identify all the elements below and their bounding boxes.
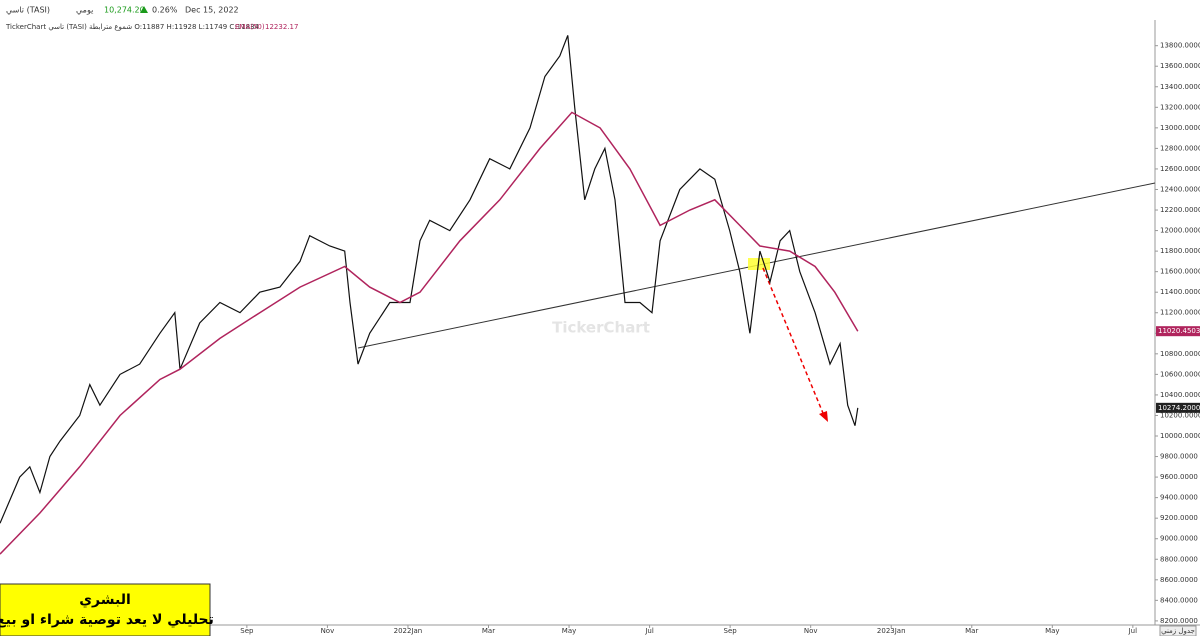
y-tick-label: 10400.0000 [1160, 391, 1200, 399]
y-tick-label: 11400.0000 [1160, 288, 1200, 296]
x-tick-label: Sep [724, 627, 738, 635]
ema-value: 12232.17 [265, 23, 298, 31]
y-tick-label: 13400.0000 [1160, 83, 1200, 91]
y-tick-label: 13600.0000 [1160, 62, 1200, 70]
forecast-arrow [762, 267, 826, 419]
y-tick-label: 10200.0000 [1160, 411, 1200, 419]
x-tick-label: 2023Jan [877, 627, 906, 635]
ohlc-info: TickerChart تاسي (TASI) شموع مترابطة O:1… [5, 23, 259, 31]
x-tick-label: Nov [804, 627, 818, 635]
y-tick-label: 13800.0000 [1160, 42, 1200, 50]
period: يومي [76, 6, 93, 15]
y-tick-label: 12200.0000 [1160, 206, 1200, 214]
y-tick-label: 8800.0000 [1160, 555, 1198, 563]
change: 0.26% [152, 6, 178, 15]
price-tag [1156, 326, 1200, 337]
y-tick-label: 9000.0000 [1160, 535, 1198, 543]
y-tick-label: 9200.0000 [1160, 514, 1198, 522]
ema-label: EMA(50) [235, 23, 265, 31]
y-tick-label: 13200.0000 [1160, 103, 1200, 111]
x-tick-label: May [1045, 627, 1059, 635]
y-tick-label: 8600.0000 [1160, 576, 1198, 584]
y-tick-label: 8200.0000 [1160, 617, 1198, 625]
y-tick-label: 10800.0000 [1160, 350, 1200, 358]
y-tick-label: 12400.0000 [1160, 185, 1200, 193]
price-tag-label: 11020.4503 [1158, 327, 1200, 335]
x-tick-label: May [562, 627, 576, 635]
note-text: تحليلي لا يعد توصية شراء او بيع [0, 612, 214, 628]
x-tick-label: 2022Jan [394, 627, 423, 635]
y-tick-label: 11800.0000 [1160, 247, 1200, 255]
last-price: 10,274.20 [104, 6, 145, 15]
x-tick-label: Sep [240, 627, 254, 635]
y-tick-label: 9400.0000 [1160, 494, 1198, 502]
y-tick-label: 11200.0000 [1160, 309, 1200, 317]
y-tick-label: 11600.0000 [1160, 268, 1200, 276]
timeframe[interactable]: جدول زمني [1161, 627, 1195, 635]
y-tick-label: 10600.0000 [1160, 370, 1200, 378]
x-tick-label: Nov [321, 627, 335, 635]
y-tick-label: 12800.0000 [1160, 144, 1200, 152]
note-box [0, 583, 211, 636]
y-tick-label: 9800.0000 [1160, 453, 1198, 461]
y-tick-label: 9600.0000 [1160, 473, 1198, 481]
y-tick-label: 12600.0000 [1160, 165, 1200, 173]
symbol: تاسي (TASI) [6, 6, 50, 15]
x-tick-label: Jul [644, 627, 654, 635]
series-line [0, 111, 859, 555]
y-tick-label: 12000.0000 [1160, 227, 1200, 235]
price-tag [1156, 402, 1200, 413]
date: Dec 15, 2022 [185, 6, 239, 15]
series-line [0, 35, 859, 524]
timeframe-box[interactable] [1159, 625, 1197, 636]
x-tick-label: Jul [1128, 627, 1138, 635]
x-tick-label: Mar [965, 627, 978, 635]
watermark: TickerChart [552, 319, 650, 337]
y-tick-label: 13000.0000 [1160, 124, 1200, 132]
price-tag-label: 10274.2000 [1158, 404, 1200, 412]
y-tick-label: 8400.0000 [1160, 596, 1198, 604]
x-tick-label: Mar [482, 627, 495, 635]
y-tick-label: 10000.0000 [1160, 432, 1200, 440]
arrow-head [819, 411, 828, 422]
up-arrow [140, 6, 148, 13]
note-title: البشري [79, 592, 131, 609]
